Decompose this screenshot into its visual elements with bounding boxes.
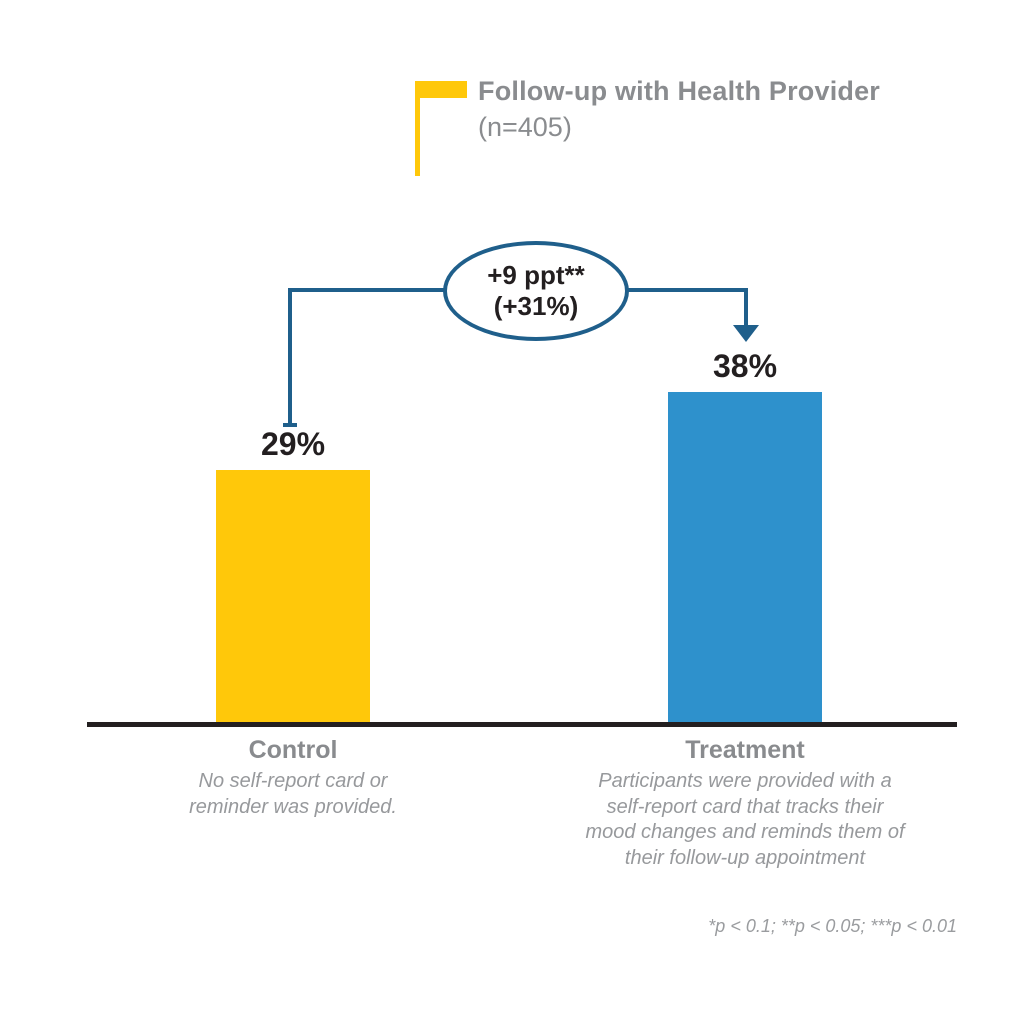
control-category-label: Control (248, 736, 338, 764)
difference-annotation-bubble: +9 ppt** (+31%) (443, 241, 629, 341)
chart-title: Follow-up with Health Provider (478, 76, 881, 106)
bracket-left-vertical-line (288, 288, 292, 425)
title-flag-stem-icon (415, 81, 420, 176)
treatment-category-label: Treatment (685, 736, 805, 764)
treatment-value-label: 38% (712, 348, 778, 384)
treatment-bar (668, 392, 822, 722)
x-axis-baseline (87, 722, 957, 727)
bracket-right-vertical-line (744, 288, 748, 326)
bracket-left-end-cap (283, 423, 297, 427)
control-description: No self-report card or reminder was prov… (189, 770, 397, 818)
arrow-down-icon (733, 325, 759, 342)
significance-footnote: *p < 0.1; **p < 0.05; ***p < 0.01 (708, 916, 957, 936)
annotation-ppt-difference: +9 ppt** (487, 259, 585, 290)
title-flag-icon (415, 81, 467, 98)
annotation-percent-difference: (+31%) (493, 291, 579, 321)
control-value-label: 29% (260, 426, 326, 462)
treatment-description: Participants were provided with a self-r… (585, 770, 905, 869)
control-bar (216, 470, 370, 722)
chart-subtitle: (n=405) (478, 112, 572, 142)
